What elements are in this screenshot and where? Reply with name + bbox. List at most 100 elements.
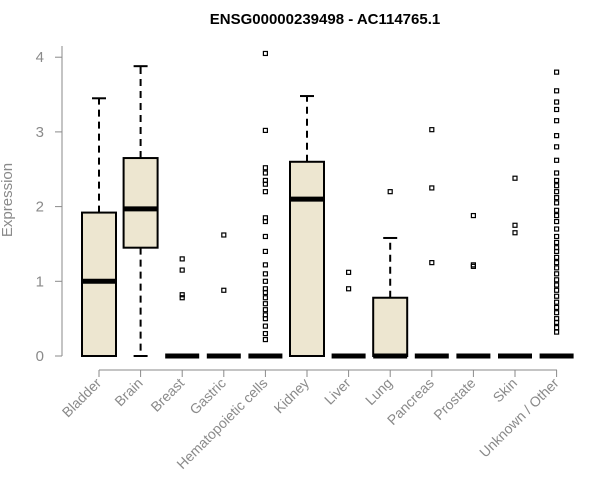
outlier-point: [553, 118, 560, 124]
outlier-point: [553, 157, 560, 163]
outlier-point: [553, 183, 560, 189]
outlier-point: [262, 170, 268, 176]
outlier-point: [429, 260, 435, 266]
boxes-layer: [81, 50, 574, 359]
outlier-point: [262, 233, 268, 240]
box-rect: [289, 160, 325, 357]
box-group: [414, 127, 449, 359]
outlier-point: [262, 295, 268, 301]
y-tick-label: 4: [36, 49, 44, 66]
outlier-point: [553, 304, 560, 311]
outlier-point: [262, 301, 268, 307]
box-group: [372, 189, 409, 359]
box-group: [248, 50, 283, 359]
outlier-point: [553, 200, 560, 206]
outlier-point: [553, 265, 560, 271]
outlier-point: [553, 189, 560, 195]
outlier-point: [553, 287, 560, 293]
outlier-point: [179, 295, 185, 301]
y-tick-label: 0: [36, 348, 44, 365]
chart-title: ENSG00000239498 - AC114765.1: [210, 11, 440, 28]
x-tick-label: Lung: [362, 375, 395, 408]
x-tick-label: Kidney: [271, 375, 313, 417]
y-tick-label: 2: [36, 199, 44, 216]
outlier-point: [553, 177, 560, 184]
x-tick-label: Skin: [490, 375, 521, 406]
outlier-point: [262, 330, 268, 337]
outlier-point: [262, 127, 268, 134]
x-tick-label: Bladder: [59, 375, 105, 421]
outlier-point: [262, 165, 268, 171]
y-axis-label: Expression: [0, 163, 16, 237]
outlier-point: [512, 175, 518, 181]
box-group: [289, 95, 325, 357]
outlier-point: [553, 299, 560, 305]
outlier-point: [262, 323, 268, 329]
outlier-point: [179, 256, 185, 262]
outlier-point: [553, 195, 560, 201]
outlier-point: [553, 170, 560, 176]
outlier-point: [553, 282, 560, 288]
outlier-point: [553, 316, 560, 322]
outlier-point: [262, 271, 268, 277]
outlier-point: [346, 286, 352, 292]
box-group: [331, 269, 366, 359]
outlier-point: [553, 99, 560, 105]
box-rect: [372, 296, 409, 358]
x-tick-label: Prostate: [430, 375, 478, 423]
outlier-point: [262, 177, 268, 184]
outlier-point: [429, 127, 435, 133]
box-group: [81, 97, 117, 357]
box-rect: [122, 157, 159, 249]
outlier-point: [262, 312, 268, 318]
outlier-point: [470, 212, 476, 219]
outlier-point: [512, 222, 518, 228]
outlier-point: [262, 307, 268, 313]
x-tick-label: Liver: [321, 375, 354, 408]
outlier-point: [553, 271, 560, 277]
outlier-point: [179, 267, 185, 273]
outlier-point: [262, 262, 268, 268]
outlier-point: [179, 292, 185, 298]
outlier-point: [429, 185, 435, 191]
outlier-point: [553, 329, 560, 335]
outlier-point: [553, 218, 560, 225]
outlier-point: [262, 286, 268, 292]
outlier-point: [553, 293, 560, 299]
y-tick-label: 1: [36, 273, 44, 290]
y-axis-ticks: 0 1 2 3 4: [36, 49, 62, 365]
x-tick-label: Breast: [147, 375, 187, 415]
box-group: [539, 69, 574, 359]
outlier-point: [346, 269, 352, 275]
outlier-point: [221, 287, 227, 293]
outlier-point: [262, 248, 268, 255]
outlier-point: [470, 262, 476, 268]
outlier-point: [553, 254, 560, 260]
outlier-point: [553, 260, 560, 266]
outlier-point: [553, 233, 560, 240]
outlier-point: [387, 189, 393, 195]
outlier-point: [553, 325, 560, 331]
outlier-point: [553, 245, 560, 251]
outlier-point: [262, 50, 268, 57]
y-tick-label: 3: [36, 124, 44, 141]
outlier-point: [553, 144, 560, 150]
box-group: [456, 212, 491, 359]
outlier-point: [553, 277, 560, 283]
box-group: [122, 65, 159, 357]
outlier-point: [553, 69, 560, 75]
outlier-point: [262, 278, 268, 284]
x-tick-label: Brain: [111, 375, 145, 409]
outlier-point: [262, 215, 268, 221]
box-rect: [81, 211, 117, 357]
outlier-point: [262, 336, 268, 343]
outlier-point: [553, 310, 560, 316]
box-group: [165, 256, 200, 359]
outlier-point: [553, 226, 560, 232]
outlier-point: [553, 207, 560, 213]
box-group: [498, 175, 532, 359]
outlier-point: [553, 88, 560, 94]
outlier-point: [221, 232, 227, 238]
